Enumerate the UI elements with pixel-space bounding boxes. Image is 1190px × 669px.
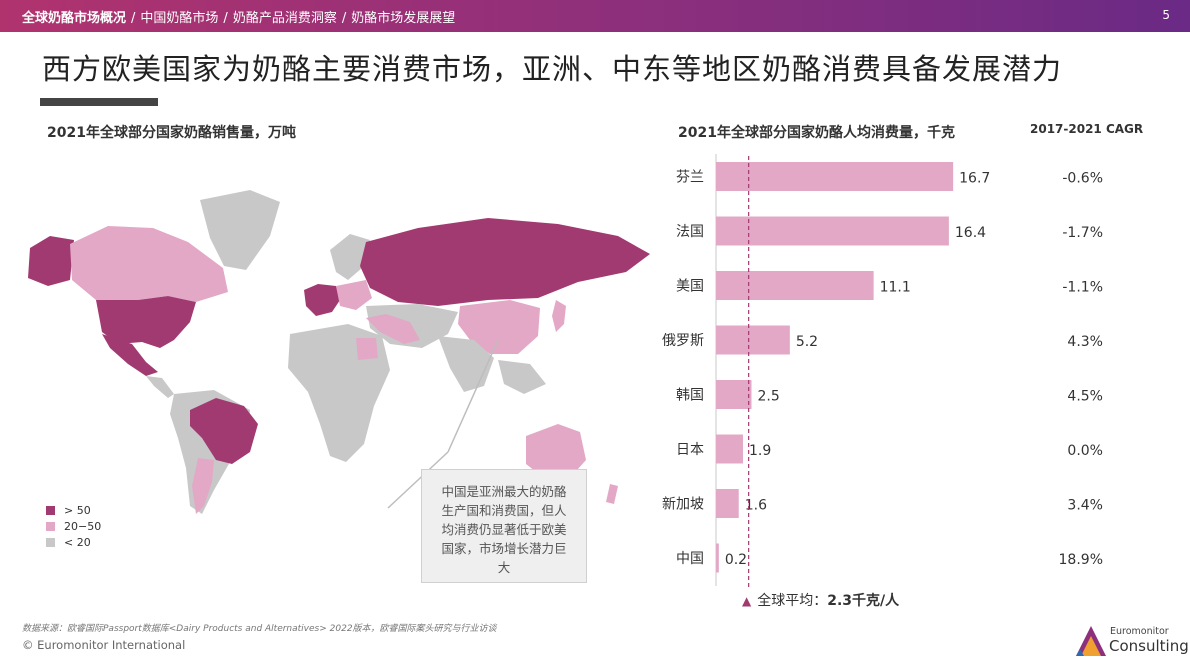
category-label: 俄罗斯 <box>662 333 704 349</box>
map-region-usa <box>96 296 196 348</box>
breadcrumb: 全球奶酪市场概况 / 中国奶酪市场 / 奶酪产品消费洞察 / 奶酪市场发展展望 <box>22 7 455 26</box>
category-label: 日本 <box>676 442 704 458</box>
bar <box>716 489 739 518</box>
map-region-russia <box>360 218 650 306</box>
euromonitor-logo: Euromonitor Consulting <box>1073 623 1189 659</box>
breadcrumb-item-china[interactable]: 中国奶酪市场 <box>140 11 219 26</box>
category-label: 芬兰 <box>676 170 704 186</box>
category-label: 韩国 <box>676 388 704 404</box>
legend-swatch <box>46 505 55 515</box>
logo-text-line2: Consulting <box>1109 637 1189 655</box>
cagr-value: 4.3% <box>1067 334 1103 350</box>
logo-text-line1: Euromonitor <box>1110 626 1169 637</box>
page-title: 西方欧美国家为奶酪主要消费市场，亚洲、中东等地区奶酪消费具备发展潜力 <box>42 52 1063 86</box>
avg-note-value: 2.3千克/人 <box>827 593 900 609</box>
breadcrumb-separator: / <box>131 11 136 26</box>
value-label: 0.2 <box>725 552 747 568</box>
bar <box>716 216 949 246</box>
page-number: 5 <box>1162 8 1170 22</box>
cagr-value: 4.5% <box>1067 389 1103 405</box>
bar <box>716 380 752 409</box>
map-region-new-zealand <box>606 484 618 504</box>
title-underline <box>40 98 158 106</box>
legend-item: 20−50 <box>46 518 101 534</box>
cagr-value: 3.4% <box>1067 498 1103 514</box>
category-label: 新加坡 <box>662 497 704 513</box>
avg-note-prefix: 全球平均： <box>757 593 828 609</box>
map-region-brazil <box>190 398 258 464</box>
world-map <box>18 188 658 518</box>
breadcrumb-separator: / <box>341 11 347 26</box>
value-label: 16.4 <box>955 225 986 241</box>
map-region-alaska <box>28 236 74 286</box>
value-label: 5.2 <box>796 334 818 350</box>
value-label: 16.7 <box>959 171 990 187</box>
legend-swatch <box>46 521 55 531</box>
legend-label: > 50 <box>64 503 91 517</box>
cagr-value: -1.7% <box>1062 225 1103 241</box>
category-label: 中国 <box>676 551 704 567</box>
global-average-note: ▲ 全球平均：2.3千克/人 <box>742 590 899 610</box>
source-note: 数据来源：欧睿国际Passport数据库<Dairy Products and … <box>22 624 497 634</box>
category-label: 美国 <box>676 279 704 295</box>
legend-label: < 20 <box>64 535 91 549</box>
bar <box>716 325 790 355</box>
map-region-europe-west <box>304 284 340 316</box>
map-region-central-america <box>146 376 174 398</box>
category-label: 法国 <box>676 224 704 240</box>
logo-mark-icon <box>1076 626 1106 656</box>
value-label: 2.5 <box>758 389 780 405</box>
legend-item: < 20 <box>46 534 101 550</box>
legend-item: > 50 <box>46 502 101 518</box>
triangle-marker-icon: ▲ <box>742 594 752 608</box>
value-label: 1.6 <box>745 498 767 514</box>
map-region-turkey-iran <box>366 314 420 344</box>
callout-note: 中国是亚洲最大的奶酪生产国和消费国，但人均消费仍显著低于欧美国家，市场增长潜力巨… <box>421 469 587 583</box>
bar <box>716 271 874 300</box>
cagr-value: -0.6% <box>1062 171 1103 187</box>
bar <box>716 162 954 191</box>
cagr-value: -1.1% <box>1062 280 1103 296</box>
map-region-europe-east <box>336 280 372 310</box>
map-region-argentina <box>192 458 214 514</box>
map-region-mexico <box>102 334 158 376</box>
map-legend: > 50 20−50 < 20 <box>46 502 101 550</box>
map-region-canada <box>70 226 228 302</box>
breadcrumb-item-outlook[interactable]: 奶酪市场发展展望 <box>351 11 456 26</box>
cagr-header: 2017-2021 CAGR <box>1030 122 1144 136</box>
map-region-southeast-asia <box>498 360 546 394</box>
header-bar: 全球奶酪市场概况 / 中国奶酪市场 / 奶酪产品消费洞察 / 奶酪市场发展展望 5 <box>0 0 1190 32</box>
cagr-value: 0.0% <box>1067 443 1103 459</box>
map-region-australia <box>526 424 586 480</box>
value-label: 11.1 <box>880 280 911 296</box>
breadcrumb-item-global[interactable]: 全球奶酪市场概况 <box>22 11 127 26</box>
map-region-greenland <box>200 190 280 270</box>
map-region-egypt <box>356 338 378 360</box>
legend-swatch <box>46 537 55 547</box>
copyright: © Euromonitor International <box>22 638 186 652</box>
breadcrumb-separator: / <box>223 11 228 26</box>
legend-label: 20−50 <box>64 519 102 533</box>
bar <box>716 543 719 573</box>
bar-chart-title: 2021年全球部分国家奶酪人均消费量，千克 <box>678 125 955 141</box>
bar <box>716 434 743 464</box>
map-region-scandinavia <box>330 234 370 280</box>
breadcrumb-item-consumption[interactable]: 奶酪产品消费洞察 <box>232 11 337 26</box>
map-region-japan <box>552 300 566 332</box>
cagr-value: 18.9% <box>1059 552 1103 568</box>
value-label: 1.9 <box>749 443 771 459</box>
map-title: 2021年全球部分国家奶酪销售量，万吨 <box>47 125 296 141</box>
